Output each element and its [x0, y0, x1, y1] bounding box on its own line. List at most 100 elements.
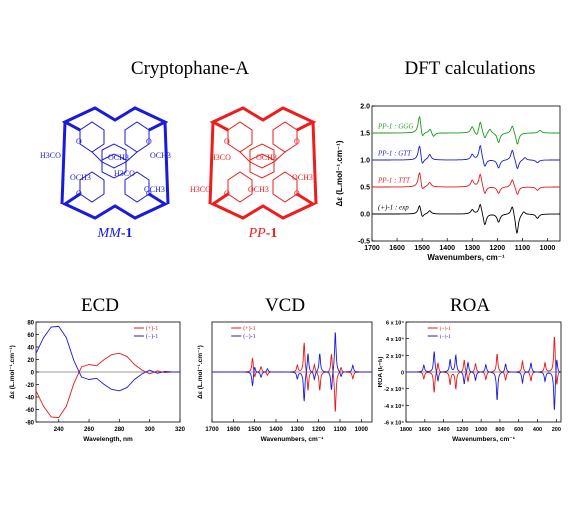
title-ecd: ECD [81, 295, 119, 316]
vcd-legend-label-0: (+)-1 [243, 325, 255, 332]
vcd-xlabel: Wavenumbers, cm⁻¹ [261, 436, 324, 443]
o-1: O [76, 137, 82, 146]
roa-ytick-label: 0 [401, 371, 404, 377]
vcd-xtick-label: 1300 [291, 427, 305, 433]
vcd-series-0 [212, 342, 372, 412]
dft-series-label-3: (+)-1 : exp [378, 204, 409, 212]
ecd-xtick-label: 260 [84, 427, 95, 433]
vcd-xtick-label: 1000 [355, 427, 369, 433]
och3-mid: OCH3 [256, 153, 277, 162]
label-pp1-italic: PP [248, 226, 266, 241]
dft-xtick-label: 1500 [414, 245, 430, 252]
roa-xtick-label: 800 [495, 427, 504, 433]
dft-ytick-label: 0.0 [360, 212, 370, 219]
dft-series-3 [372, 203, 560, 234]
roa-xtick-label: 1800 [400, 427, 412, 433]
title-cryptophane: Cryptophane-A [130, 58, 250, 79]
roa-series-0 [406, 336, 561, 393]
roa-xtick-label: 1000 [475, 427, 487, 433]
ecd-series-0 [35, 352, 180, 419]
och3-mid: OCH3 [108, 153, 129, 162]
dft-ylabel: Δε (L.mol⁻¹.cm⁻¹) [335, 140, 344, 206]
roa-xtick-label: 400 [533, 427, 542, 433]
dft-ytick-label: 0.5 [360, 185, 370, 192]
dft-xtick-label: 1300 [464, 245, 480, 252]
label-mm1-italic: MM [97, 226, 121, 241]
dft-xlabel: Wavenumbers, cm⁻¹ [427, 253, 505, 262]
dft-ytick-label: 2.0 [360, 104, 370, 111]
dft-xtick-label: 1200 [490, 245, 506, 252]
o-4: O [294, 189, 300, 198]
dft-ytick-label: -0.5 [358, 239, 370, 246]
roa-xlabel: Wavenumbers, cm⁻¹ [452, 436, 515, 443]
dft-frame [371, 105, 561, 242]
dft-series-label-2: PP-1 : TTT [377, 177, 411, 185]
roa-series-1 [406, 351, 561, 411]
ecd-xtick-label: 280 [114, 427, 125, 433]
ecd-legend-label-0: (+)-1 [146, 325, 158, 332]
ecd-ytick-label: 40 [27, 346, 34, 352]
dft-series-label-1: PP-1 : GTT [377, 150, 412, 158]
ecd-ytick-label: -20 [25, 383, 34, 389]
ecd-ytick-label: -40 [25, 396, 34, 402]
dft-xtick-label: 1400 [439, 245, 455, 252]
dft-xtick-label: 1700 [364, 245, 380, 252]
molecule-mm1: H3CO OCH3 OCH3 OCH3 H3CO OCH3 O O O O [40, 106, 171, 220]
och3-low: OCH3 [248, 185, 269, 194]
ecd-xlabel: Wavelength, nm [83, 436, 133, 443]
och-right: OCH3 [292, 173, 313, 182]
label-pp1-suffix: -1 [265, 226, 278, 241]
ecd-xtick-label: 240 [54, 427, 65, 433]
dft-xtick-label: 1600 [389, 245, 405, 252]
roa-legend-label-0: (+)-1 [440, 325, 452, 332]
roa-ytick-label: -2 x 10⁴ [384, 387, 404, 393]
label-pp1: PP-1 [218, 226, 308, 242]
ecd-ytick-label: 60 [27, 333, 34, 339]
dft-xtick-label: 1000 [540, 245, 556, 252]
roa-xtick-label: 200 [552, 427, 561, 433]
dft-series-2 [372, 172, 560, 195]
och3-right: OCH3 [150, 151, 171, 160]
roa-legend-label-1: (−)-1 [440, 333, 452, 340]
o-1: O [224, 137, 230, 146]
chart-dft: 1700 1600 1500 1400 1300 1200 1100 1000 -0.5 0.0 0… [335, 104, 561, 262]
h3co-left: H3CO [40, 151, 61, 160]
label-mm1: MM-1 [70, 226, 160, 242]
vcd-legend-label-1: (−)-1 [243, 333, 255, 340]
o-2: O [294, 137, 300, 146]
o-3: O [76, 189, 82, 198]
ecd-legend-label-1: (−)-1 [146, 333, 158, 340]
chart-roa: 1800 1600 1400 1200 1000 800 600 400 200 -6 x 10⁴… [378, 321, 562, 443]
ecd-xtick-label: 300 [145, 427, 156, 433]
ecd-ylabel: Δε (L.mol⁻¹.cm⁻¹) [9, 345, 16, 399]
label-mm1-suffix: -1 [120, 226, 133, 241]
och3-low: OCH3 [70, 173, 91, 182]
ecd-series-1 [35, 325, 180, 392]
vcd-xtick-label: 1400 [269, 427, 283, 433]
och3-low-right: OCH3 [144, 185, 165, 194]
dft-ytick-label: 1.0 [360, 158, 370, 165]
roa-ytick-label: 6 x 10⁴ [386, 321, 404, 327]
roa-ytick-label: -4 x 10⁴ [384, 404, 404, 410]
dft-ytick-label: 1.5 [360, 131, 370, 138]
vcd-xtick-label: 1100 [333, 427, 347, 433]
ecd-ytick-label: -60 [25, 408, 34, 414]
ecd-xtick-label: 320 [175, 427, 186, 433]
roa-ytick-label: 2 x 10⁴ [386, 354, 404, 360]
o-3: O [224, 189, 230, 198]
roa-xtick-label: 1400 [437, 427, 449, 433]
vcd-xtick-label: 1200 [312, 427, 326, 433]
title-vcd: VCD [264, 295, 306, 316]
h3co-low: H3CO [190, 185, 211, 194]
ecd-ytick-label: 0 [31, 371, 35, 377]
ecd-ytick-label: 20 [27, 358, 34, 364]
vcd-xtick-label: 1500 [248, 427, 262, 433]
vcd-xtick-label: 1700 [205, 427, 219, 433]
dft-series-label-0: PP-1 : GGG [377, 123, 413, 131]
molecule-pp1: H3CO OCH3 H3CO OCH3 OCH3 O O O O [190, 106, 318, 220]
h3co-mid: H3CO [210, 153, 231, 162]
title-dft: DFT calculations [404, 58, 536, 79]
vcd-series-1 [212, 332, 372, 402]
ecd-ytick-label: -80 [25, 421, 34, 427]
roa-ylabel: ROA (Iᵣ−Iₗ) [378, 357, 384, 388]
